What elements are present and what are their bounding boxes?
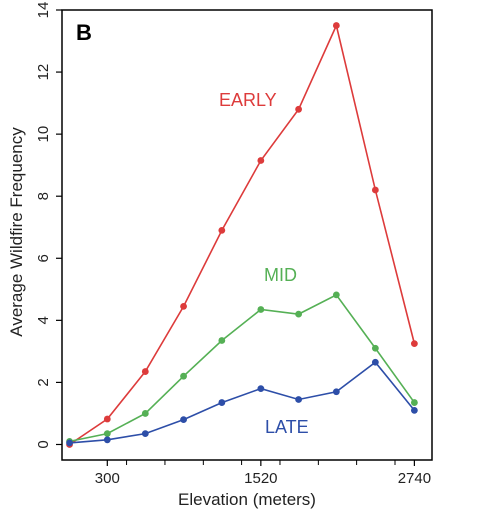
y-tick-label: 0: [35, 440, 52, 448]
series-early: [66, 22, 418, 448]
data-point: [141, 368, 149, 375]
series-label-early: EARLY: [219, 90, 277, 110]
y-tick-label: 10: [35, 126, 52, 143]
y-tick-label: 14: [35, 2, 52, 19]
data-point: [141, 410, 149, 417]
series-line: [69, 23, 416, 446]
series-mid: [66, 291, 418, 445]
y-tick-label: 12: [35, 64, 52, 81]
x-tick-label: 1520: [244, 470, 277, 487]
data-point: [332, 388, 340, 396]
data-point: [66, 439, 73, 447]
plot-frame: [61, 9, 433, 461]
data-point: [218, 226, 226, 234]
data-point: [410, 399, 418, 406]
x-tick-label: 300: [95, 470, 120, 487]
series-label-late: LATE: [265, 417, 309, 437]
x-axis: 300 1520 2740: [95, 460, 431, 487]
data-point: [180, 372, 187, 380]
data-point: [218, 337, 226, 344]
data-point: [103, 430, 111, 438]
series-label-mid: MID: [264, 265, 297, 285]
data-point: [371, 358, 379, 366]
x-tick-label: 2740: [398, 470, 431, 487]
data-point: [410, 406, 418, 414]
data-point: [103, 436, 111, 444]
y-tick-label: 6: [35, 254, 52, 262]
series-line: [69, 293, 416, 443]
y-tick-label: 2: [35, 378, 52, 386]
data-point: [103, 415, 111, 423]
data-point: [180, 416, 187, 424]
x-axis-label: Elevation (meters): [178, 490, 316, 509]
data-point: [371, 344, 379, 352]
series-line: [69, 361, 416, 444]
data-point: [371, 186, 379, 194]
data-point: [257, 157, 265, 164]
data-point: [410, 340, 418, 348]
data-point: [295, 310, 302, 318]
data-point: [218, 399, 226, 406]
y-tick-label: 8: [35, 192, 52, 200]
panel-label: B: [76, 20, 92, 45]
y-axis-label: Average Wildfire Frequency: [7, 127, 26, 337]
data-point: [332, 22, 340, 29]
data-point: [295, 105, 302, 113]
data-point: [257, 385, 265, 393]
data-point: [141, 430, 149, 438]
series-late: [66, 358, 418, 447]
y-axis: 0 2 4 6 8 10 12 14: [35, 2, 62, 449]
data-point: [295, 396, 302, 403]
series-layer: [66, 22, 418, 448]
data-point: [180, 302, 187, 310]
data-point: [332, 291, 340, 299]
y-tick-label: 4: [35, 316, 52, 324]
data-point: [257, 306, 265, 313]
